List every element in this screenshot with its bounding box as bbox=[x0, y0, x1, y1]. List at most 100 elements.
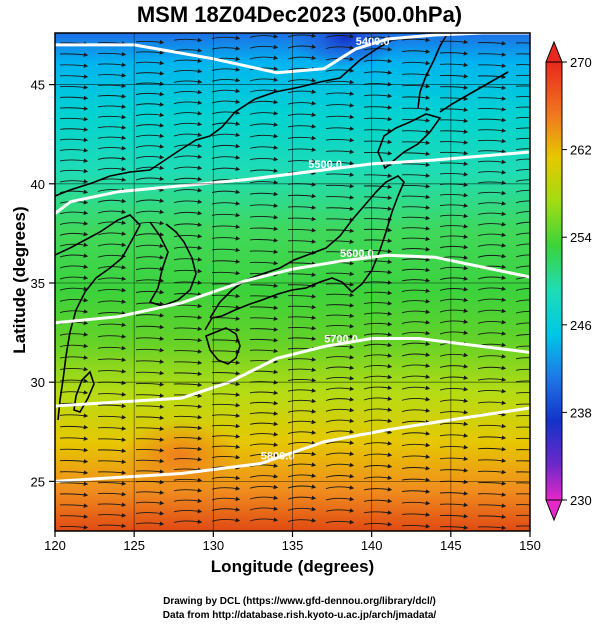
streamline bbox=[211, 507, 241, 512]
streamline bbox=[211, 67, 241, 72]
colorbar-tick-label: 238 bbox=[570, 405, 592, 420]
height-contour bbox=[55, 150, 530, 215]
streamline bbox=[439, 51, 469, 56]
streamline bbox=[287, 44, 317, 49]
streamline bbox=[401, 106, 431, 112]
streamline bbox=[59, 503, 89, 508]
streamline bbox=[515, 368, 530, 371]
credit-drawing: Drawing by DCL (https://www.gfd-dennou.o… bbox=[163, 596, 436, 607]
streamline bbox=[135, 301, 165, 306]
streamline bbox=[211, 496, 241, 502]
streamline bbox=[249, 327, 279, 332]
streamline bbox=[97, 73, 127, 78]
streamline bbox=[515, 168, 530, 172]
streamline bbox=[211, 201, 241, 206]
streamline bbox=[211, 46, 241, 51]
streamline bbox=[477, 435, 507, 440]
contour-label: 5700.0 bbox=[324, 334, 358, 346]
streamline bbox=[211, 77, 241, 83]
streamline bbox=[515, 514, 530, 516]
colorbar-tick-label: 262 bbox=[570, 143, 592, 158]
streamline bbox=[211, 454, 241, 460]
streamline bbox=[477, 159, 507, 165]
height-contour bbox=[55, 337, 530, 408]
streamline bbox=[401, 184, 431, 189]
streamline bbox=[439, 129, 469, 134]
streamline bbox=[515, 437, 530, 440]
streamline bbox=[477, 297, 507, 302]
streamline bbox=[135, 469, 165, 474]
streamline bbox=[249, 432, 279, 437]
streamline bbox=[477, 85, 507, 90]
streamline bbox=[477, 514, 507, 520]
streamline bbox=[173, 121, 203, 127]
streamline bbox=[173, 382, 203, 388]
streamline bbox=[363, 463, 393, 469]
x-tick-label: 145 bbox=[440, 538, 462, 553]
streamline bbox=[173, 457, 203, 462]
streamline bbox=[59, 95, 89, 101]
streamline bbox=[97, 104, 127, 109]
streamline bbox=[59, 221, 89, 226]
streamline bbox=[363, 81, 393, 87]
streamline bbox=[249, 88, 279, 93]
streamline bbox=[515, 42, 530, 44]
streamline bbox=[439, 74, 469, 79]
streamline bbox=[59, 525, 89, 530]
streamline bbox=[363, 332, 393, 337]
streamline bbox=[439, 514, 469, 519]
streamline bbox=[477, 377, 507, 382]
streamline bbox=[97, 287, 127, 293]
streamline bbox=[515, 211, 530, 214]
streamline bbox=[173, 326, 203, 332]
streamline bbox=[249, 191, 279, 197]
y-tick-label: 25 bbox=[31, 474, 45, 489]
streamline bbox=[249, 238, 279, 243]
streamline bbox=[97, 231, 127, 236]
streamline bbox=[287, 78, 317, 83]
streamline bbox=[135, 500, 165, 506]
streamline bbox=[477, 458, 507, 463]
streamline bbox=[325, 462, 355, 468]
streamline bbox=[439, 468, 469, 473]
streamline bbox=[211, 132, 241, 138]
streamline bbox=[401, 129, 431, 134]
streamline bbox=[59, 168, 89, 174]
streamline bbox=[363, 116, 393, 122]
streamline bbox=[401, 477, 431, 483]
streamline bbox=[401, 173, 431, 178]
streamline bbox=[97, 357, 127, 362]
streamline bbox=[515, 74, 530, 76]
streamline bbox=[135, 266, 165, 272]
streamline bbox=[401, 298, 431, 304]
streamline bbox=[59, 242, 89, 248]
streamline bbox=[211, 35, 241, 41]
streamline bbox=[59, 355, 89, 360]
streamline bbox=[249, 260, 279, 266]
streamline bbox=[287, 239, 317, 244]
streamline bbox=[477, 149, 507, 154]
streamline bbox=[287, 304, 317, 310]
streamline bbox=[97, 83, 127, 89]
streamline bbox=[211, 143, 241, 149]
streamline bbox=[439, 364, 469, 369]
coastline-taiwan bbox=[73, 370, 95, 413]
streamline bbox=[515, 345, 530, 348]
streamline bbox=[59, 366, 89, 372]
streamline bbox=[249, 133, 279, 139]
streamline bbox=[59, 297, 89, 303]
streamline bbox=[325, 217, 355, 223]
streamline bbox=[211, 486, 241, 491]
streamline bbox=[515, 392, 530, 394]
streamline bbox=[59, 492, 89, 498]
streamline bbox=[135, 347, 165, 353]
streamline bbox=[325, 292, 355, 298]
streamline bbox=[211, 189, 241, 195]
streamline bbox=[249, 452, 279, 458]
streamline bbox=[477, 469, 507, 475]
streamline bbox=[477, 354, 507, 359]
streamline bbox=[173, 337, 203, 343]
streamline bbox=[287, 228, 317, 233]
streamline bbox=[97, 392, 127, 397]
streamline bbox=[173, 414, 203, 420]
